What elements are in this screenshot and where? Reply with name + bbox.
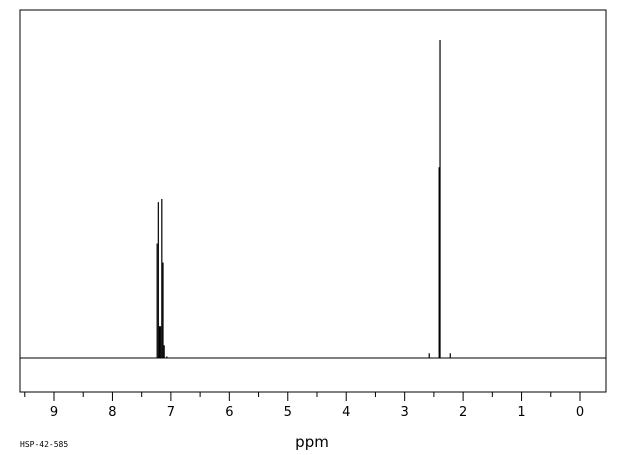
spectrum-id: HSP-42-585 — [20, 440, 68, 449]
tick-label-9: 9 — [50, 405, 58, 420]
tick-label-0: 0 — [576, 405, 584, 420]
tick-label-5: 5 — [284, 405, 292, 420]
tick-label-4: 4 — [342, 405, 350, 420]
tick-label-1: 1 — [517, 405, 525, 420]
tick-label-3: 3 — [401, 405, 409, 420]
peak-group — [156, 40, 451, 358]
tick-label-6: 6 — [225, 405, 233, 420]
tick-label-7: 7 — [167, 405, 175, 420]
x-axis-label: ppm — [295, 433, 329, 451]
x-axis-ticks: 9 8 7 6 5 4 3 2 1 0 — [24, 392, 584, 420]
tick-label-8: 8 — [108, 405, 116, 420]
plot-frame — [19, 9, 607, 393]
tick-label-2: 2 — [459, 405, 467, 420]
